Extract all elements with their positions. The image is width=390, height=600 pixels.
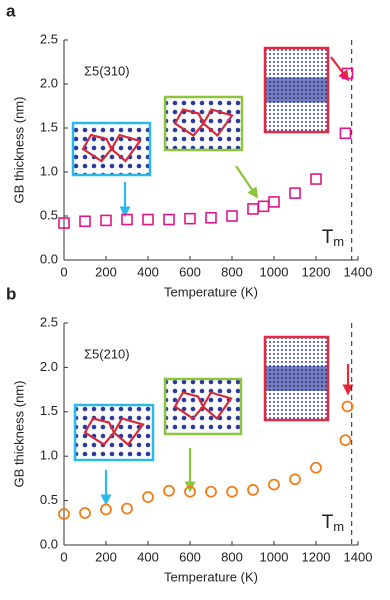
x-tick-label: 600 (179, 264, 201, 279)
x-tick-label: 800 (221, 264, 243, 279)
x-tick-label: 400 (137, 549, 159, 564)
inset-frame (263, 46, 330, 134)
y-tick-label: 0.5 (40, 207, 58, 222)
x-tick-label: 1000 (260, 549, 289, 564)
data-point (121, 213, 133, 226)
data-point (121, 502, 133, 515)
inset-structure (81, 133, 142, 163)
data-point (58, 508, 70, 520)
data-point (205, 485, 217, 498)
inset (263, 46, 330, 134)
inset (163, 95, 244, 152)
arrow (235, 165, 259, 199)
inset-structure (83, 417, 145, 447)
inset-structure (173, 391, 233, 421)
x-tick-label: 800 (221, 549, 243, 564)
data-point (289, 473, 301, 486)
x-tick-label: 400 (137, 264, 159, 279)
data-point (341, 67, 354, 80)
y-tick-label: 2.5 (40, 314, 58, 329)
inset (73, 403, 155, 462)
inset-frame (163, 377, 243, 436)
y-axis-label: GB thickness (nm) (11, 381, 26, 488)
annotation: Σ5(310) (84, 63, 130, 78)
y-tick-label: 1.5 (40, 403, 58, 418)
x-tick-label: 600 (179, 549, 201, 564)
inset-structure (173, 108, 234, 138)
inset-frame (71, 121, 152, 177)
data-point (268, 478, 280, 491)
y-tick-label: 1.5 (40, 119, 58, 134)
data-point (310, 173, 322, 185)
x-tick-label: 1200 (302, 264, 331, 279)
panel-label: b (6, 284, 16, 303)
data-point (226, 485, 238, 498)
y-tick-label: 1.0 (40, 448, 58, 463)
data-point (142, 213, 154, 226)
arrow (330, 56, 350, 82)
melting-label-sub: m (333, 234, 344, 249)
data-point (247, 484, 259, 496)
x-tick-label: 1400 (344, 549, 373, 564)
data-point (163, 213, 175, 226)
inset (163, 377, 243, 436)
y-axis-label: GB thickness (nm) (11, 97, 26, 204)
inset-frame (73, 403, 155, 462)
y-tick-label: 0.5 (40, 492, 58, 507)
data-point (341, 400, 354, 413)
y-tick-label: 0.0 (40, 536, 58, 551)
data-point (310, 461, 322, 474)
data-point (339, 127, 352, 140)
inset (71, 121, 152, 177)
melting-label-main: T (322, 227, 334, 248)
data-point (257, 200, 270, 213)
x-axis-label: Temperature (K) (164, 569, 258, 584)
y-tick-label: 2.0 (40, 75, 58, 90)
data-point (79, 215, 91, 228)
data-point (184, 485, 196, 498)
data-point (58, 217, 70, 229)
data-point (142, 491, 154, 503)
panel-label: a (6, 1, 16, 20)
data-point (268, 196, 280, 208)
x-tick-label: 0 (60, 264, 67, 279)
x-tick-label: 1200 (302, 549, 331, 564)
data-point (205, 211, 217, 224)
data-point (339, 434, 352, 447)
inset-band (265, 77, 328, 103)
x-tick-label: 1400 (344, 264, 373, 279)
data-point (100, 503, 112, 516)
melting-label-sub: m (333, 519, 344, 534)
x-tick-label: 200 (95, 549, 117, 564)
melting-label-main: T (322, 512, 334, 533)
data-point (79, 507, 91, 519)
melting-label: Tm (322, 512, 344, 534)
data-point (184, 212, 196, 225)
x-tick-label: 0 (60, 549, 67, 564)
y-tick-label: 2.5 (40, 31, 58, 46)
inset (263, 335, 330, 422)
data-point (289, 187, 301, 199)
y-tick-label: 0.0 (40, 251, 58, 266)
data-point (100, 214, 112, 227)
data-point (226, 210, 238, 222)
melting-label: Tm (322, 227, 344, 249)
y-tick-label: 1.0 (40, 163, 58, 178)
data-point (163, 484, 175, 497)
y-tick-label: 2.0 (40, 359, 58, 374)
x-axis-label: Temperature (K) (164, 284, 258, 299)
data-point (247, 203, 259, 215)
inset-band (265, 366, 328, 391)
inset-frame (163, 95, 244, 152)
x-tick-label: 1000 (260, 264, 289, 279)
x-tick-label: 200 (95, 264, 117, 279)
inset-frame (263, 335, 330, 422)
annotation: Σ5(210) (84, 346, 130, 361)
